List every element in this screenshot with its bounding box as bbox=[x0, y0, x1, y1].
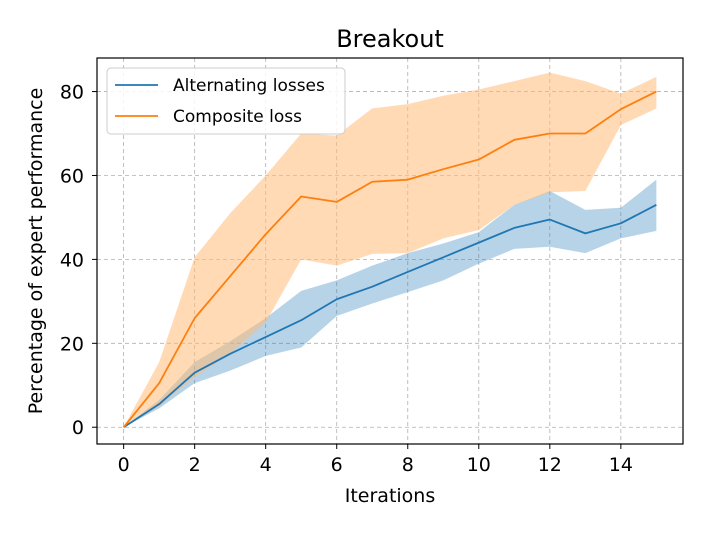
y-tick-label: 60 bbox=[60, 165, 84, 187]
x-tick-label: 8 bbox=[402, 454, 414, 476]
band-composite-loss bbox=[123, 72, 657, 428]
axis-ticks: 0 2 4 6 8 10 12 14 0 20 40 60 80 bbox=[60, 82, 633, 476]
x-tick-label: 6 bbox=[331, 454, 343, 476]
line-alternating-losses bbox=[123, 204, 657, 428]
x-tick-label: 12 bbox=[538, 454, 562, 476]
legend: Alternating losses Composite loss bbox=[106, 67, 346, 135]
x-axis-label: Iterations bbox=[345, 485, 436, 507]
y-tick-label: 0 bbox=[72, 417, 84, 439]
legend-label-composite: Composite loss bbox=[173, 107, 302, 127]
x-tick-label: 10 bbox=[467, 454, 491, 476]
confidence-bands bbox=[123, 72, 657, 428]
x-tick-label: 0 bbox=[118, 454, 130, 476]
chart-title: Breakout bbox=[336, 25, 444, 53]
legend-label-alternating: Alternating losses bbox=[173, 76, 325, 96]
y-axis-label: Percentage of expert performance bbox=[25, 88, 47, 415]
band-alternating-losses bbox=[123, 179, 657, 428]
line-composite-loss bbox=[122, 90, 657, 428]
y-tick-label: 40 bbox=[60, 249, 84, 271]
x-tick-label: 4 bbox=[260, 454, 272, 476]
x-tick-label: 14 bbox=[609, 454, 633, 476]
y-tick-label: 80 bbox=[60, 82, 84, 104]
plot-area bbox=[96, 57, 684, 445]
legend-box bbox=[106, 67, 346, 135]
series-lines bbox=[122, 90, 657, 428]
y-tick-label: 20 bbox=[60, 333, 84, 355]
x-tick-label: 2 bbox=[189, 454, 201, 476]
